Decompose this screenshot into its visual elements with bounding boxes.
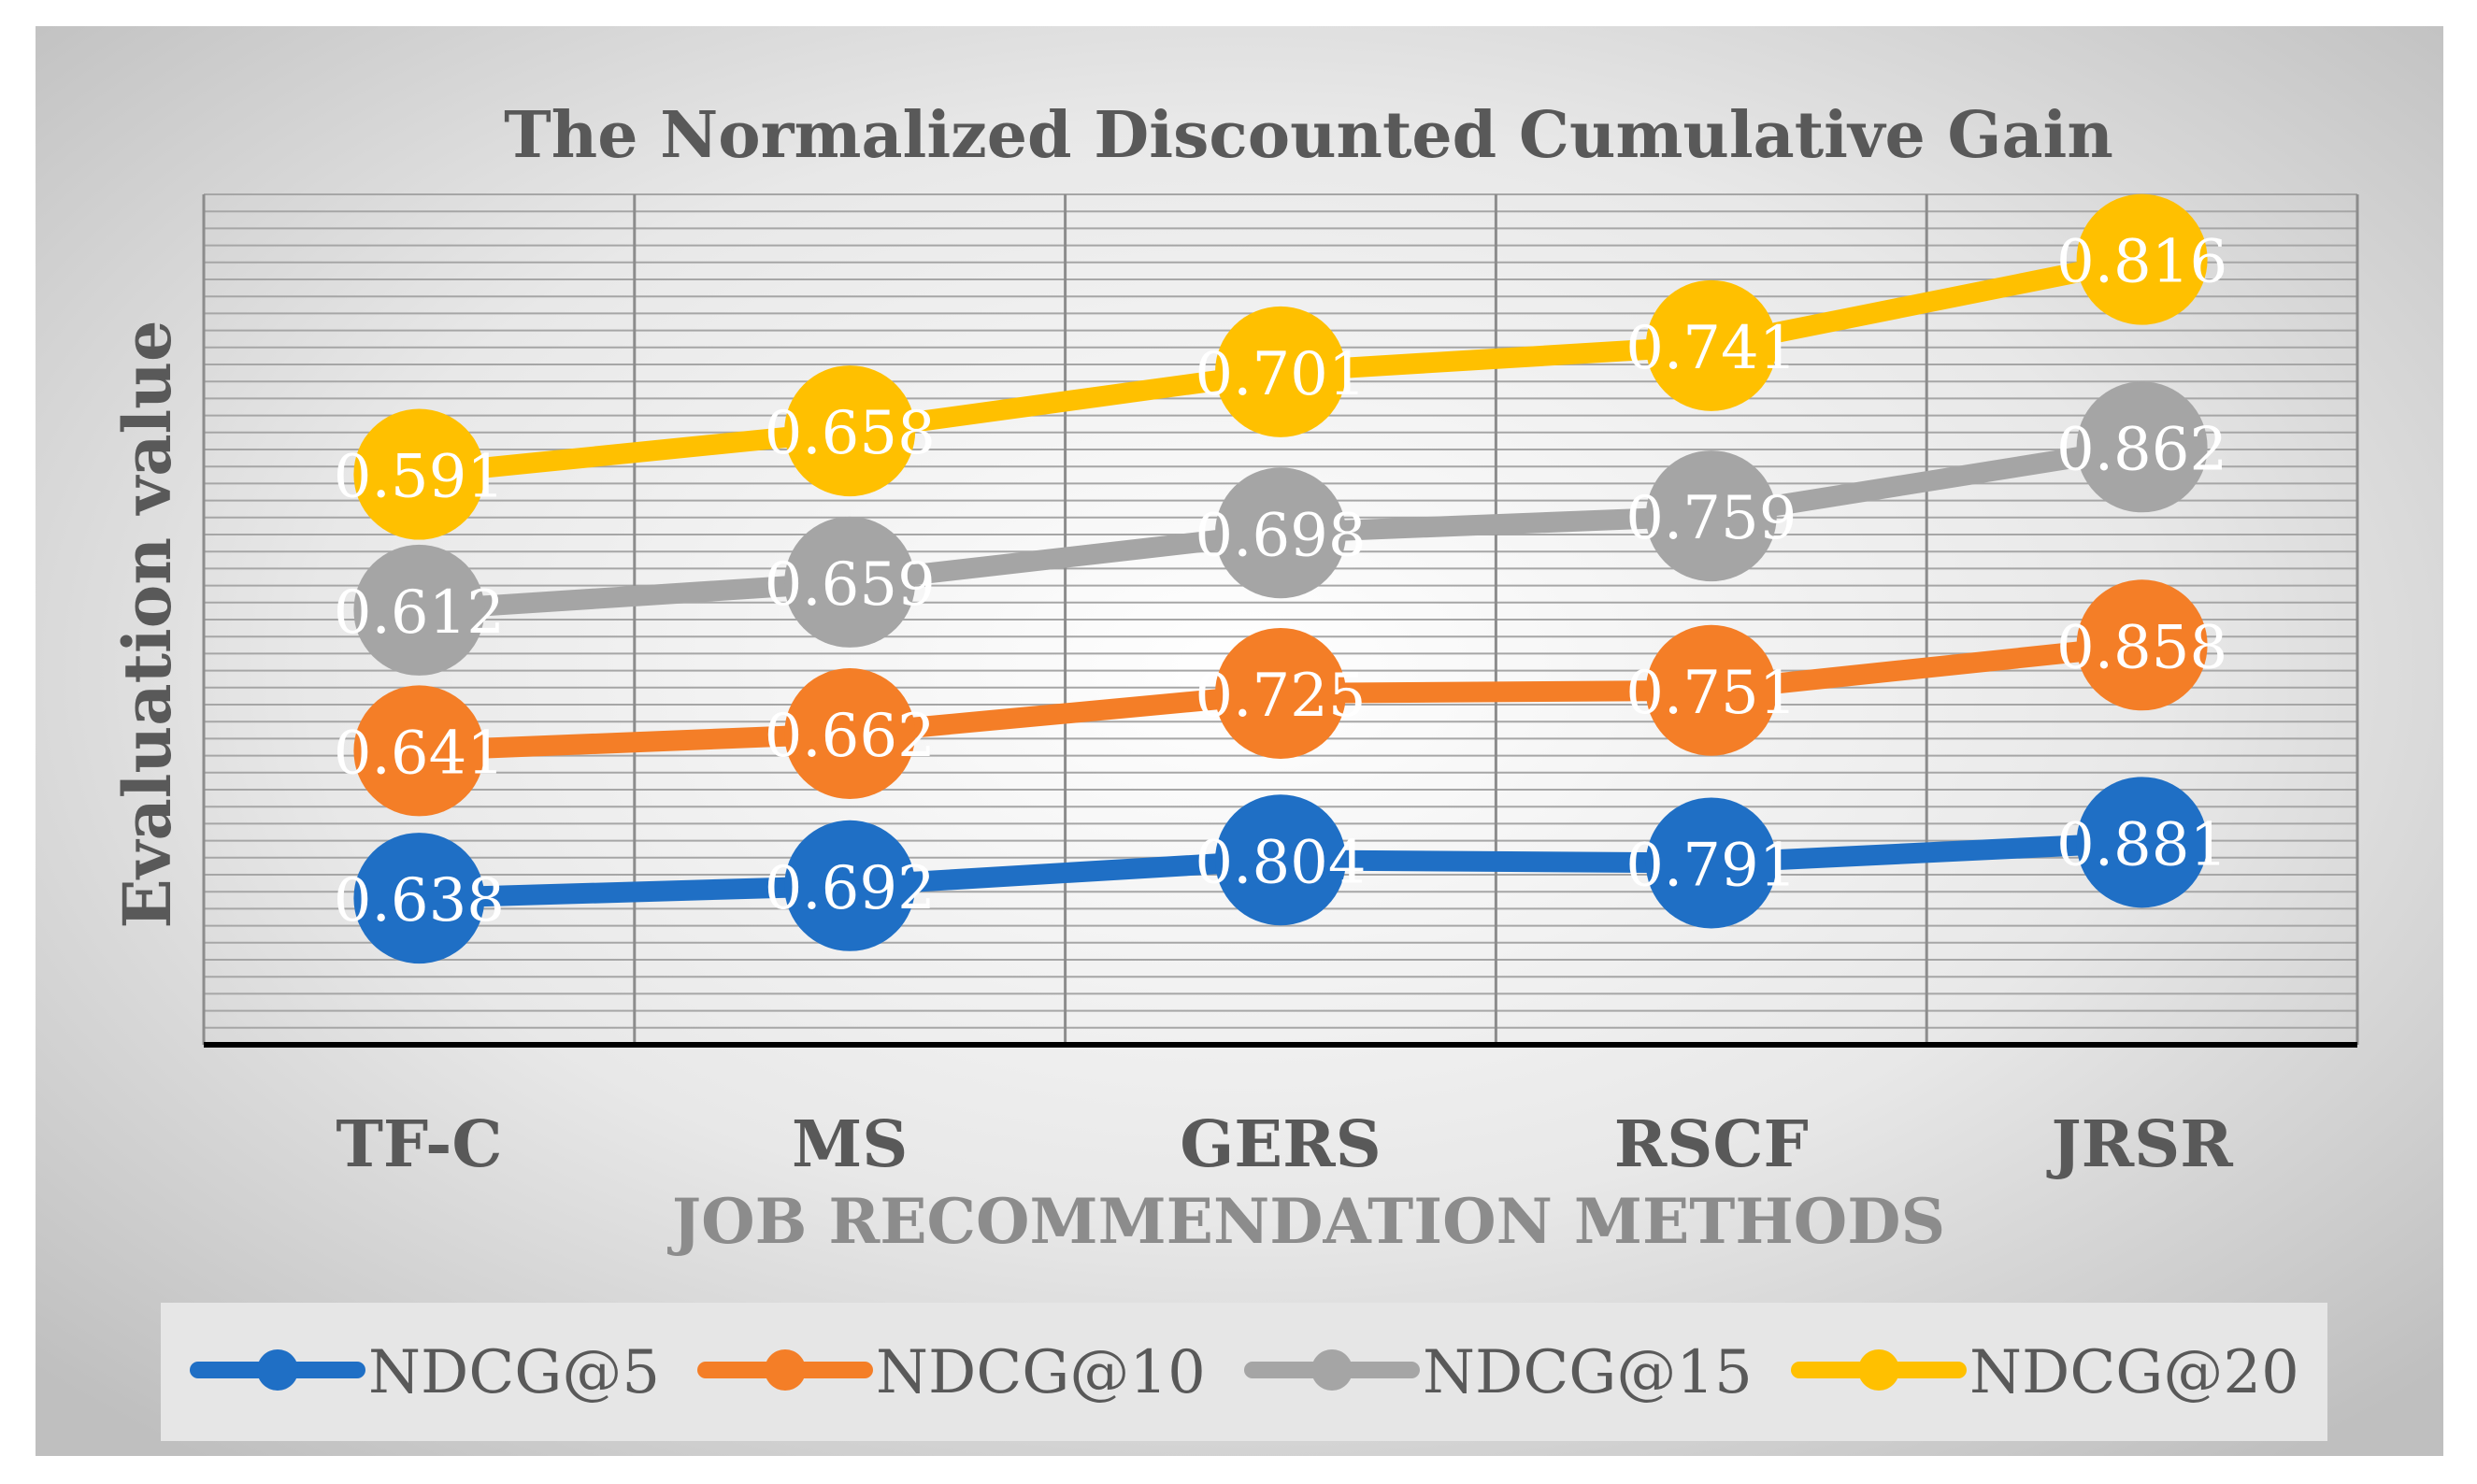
data-point-marker	[1645, 279, 1777, 411]
data-label: 0.791	[1625, 831, 1797, 900]
chart-title: The Normalized Discounted Cumulative Gai…	[504, 98, 2113, 173]
series-NDCG@15: 0.612 0.659 0.698 0.759 0.862	[334, 381, 2227, 676]
data-label: 0.692	[765, 854, 936, 923]
legend-item-NDCG@15: NDCG@15	[1244, 1338, 1753, 1407]
data-point-marker	[2076, 579, 2208, 711]
x-axis-title: JOB RECOMMENDATION METHODS	[667, 1185, 1945, 1258]
legend-label: NDCG@20	[1969, 1338, 2299, 1407]
data-point-marker	[353, 685, 485, 817]
data-label: 0.862	[2056, 415, 2227, 484]
data-label: 0.612	[334, 578, 505, 648]
data-point-marker	[784, 667, 916, 799]
data-point-marker	[1215, 467, 1346, 599]
series-NDCG@20: 0.591 0.658 0.701 0.741 0.816	[334, 193, 2227, 540]
x-tick-labels: TF-C MS GERS RSCF JRSR	[336, 1107, 2233, 1182]
x-tick-label: RSCF	[1614, 1107, 1809, 1182]
legend-label: NDCG@5	[368, 1338, 660, 1407]
legend-marker	[1311, 1349, 1353, 1391]
data-point-marker	[353, 833, 485, 964]
data-point-marker	[2076, 777, 2208, 908]
data-point-marker	[353, 544, 485, 676]
data-label: 0.858	[2056, 613, 2227, 682]
data-label: 0.816	[2056, 228, 2227, 297]
data-label: 0.725	[1195, 662, 1366, 731]
series-layer: 0.638 0.692 0.804 0.791 0.881 0.641 0.662 0.725…	[334, 193, 2227, 964]
data-label: 0.662	[765, 702, 936, 771]
data-point-marker	[1215, 627, 1346, 759]
legend-item-NDCG@5: NDCG@5	[190, 1338, 660, 1407]
data-label: 0.741	[1625, 314, 1797, 383]
legend: NDCG@5 NDCG@10 NDCG@15 NDCG@20	[190, 1338, 2299, 1407]
data-point-marker	[784, 516, 916, 648]
legend-item-NDCG@10: NDCG@10	[697, 1338, 1206, 1407]
legend-marker	[1858, 1349, 1899, 1391]
y-axis-title: Evaluation value	[108, 320, 186, 928]
legend-item-NDCG@20: NDCG@20	[1791, 1338, 2299, 1407]
data-point-marker	[353, 408, 485, 540]
data-point-marker	[1215, 306, 1346, 437]
x-tick-label: TF-C	[336, 1107, 502, 1182]
data-point-marker	[784, 365, 916, 497]
series-NDCG@10: 0.641 0.662 0.725 0.751 0.858	[334, 579, 2227, 817]
x-tick-label: MS	[792, 1107, 908, 1182]
legend-marker	[257, 1349, 298, 1391]
data-label: 0.591	[334, 443, 505, 512]
legend-marker	[765, 1349, 806, 1391]
data-point-marker	[2076, 381, 2208, 513]
data-point-marker	[2076, 193, 2208, 325]
series-NDCG@5: 0.638 0.692 0.804 0.791 0.881	[334, 777, 2227, 964]
data-point-marker	[784, 820, 916, 951]
data-point-marker	[1645, 450, 1777, 582]
legend-label: NDCG@10	[876, 1338, 1206, 1407]
legend-label: NDCG@15	[1423, 1338, 1753, 1407]
data-label: 0.658	[765, 399, 936, 468]
data-label: 0.659	[765, 550, 936, 620]
data-label: 0.804	[1195, 828, 1366, 897]
data-label: 0.641	[334, 719, 505, 788]
data-point-marker	[1215, 794, 1346, 926]
data-point-marker	[1645, 624, 1777, 756]
data-label: 0.638	[334, 866, 505, 935]
data-label: 0.698	[1195, 501, 1366, 570]
data-label: 0.759	[1625, 484, 1797, 553]
x-tick-label: GERS	[1180, 1107, 1382, 1182]
x-tick-label: JRSR	[2046, 1107, 2233, 1182]
data-label: 0.751	[1625, 659, 1797, 728]
data-label: 0.701	[1195, 340, 1366, 409]
data-label: 0.881	[2056, 810, 2227, 879]
data-point-marker	[1645, 797, 1777, 929]
